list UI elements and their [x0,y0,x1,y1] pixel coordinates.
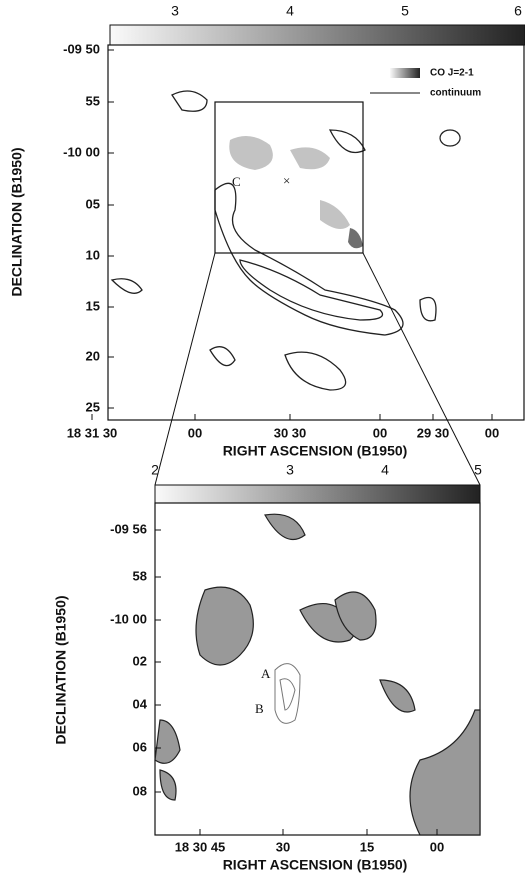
legend-label: continuum [430,88,481,99]
y-tick-label: 05 [86,196,100,211]
y-tick-label: 20 [86,348,100,363]
colorbar-tick-label: 3 [286,462,294,478]
plot-frame [154,502,481,836]
x-axis-title: RIGHT ASCENSION (B1950) [223,857,408,873]
y-tick-label: 58 [133,568,147,583]
contours [154,513,481,836]
y-tick-label: -09 56 [110,521,147,536]
panel-top-art [107,24,525,486]
colorbar-tick-label: 5 [401,3,409,19]
annotation: A [261,666,271,681]
x-tick-label: 29 30 [417,425,450,440]
y-tick-label: 02 [133,653,147,668]
legend-label: CO J=2-1 [430,68,474,79]
x-tick-label: 30 30 [274,425,307,440]
y-tick-label: 55 [86,93,100,108]
y-tick-label: 25 [86,399,100,414]
colorbar [109,24,525,46]
y-axis-title: DECLINATION (B1950) [9,147,25,296]
colorbar-tick-label: 4 [286,3,294,19]
annotation: C [232,174,241,189]
zoom-line [154,252,216,486]
plot-frame [107,44,525,421]
y-tick-label: -10 00 [63,144,100,159]
panel-bottom-art [154,484,481,836]
y-tick-label: 10 [86,247,100,262]
colorbar [154,484,481,504]
x-tick-label: 18 31 30 [67,425,118,440]
x-tick-label: 00 [373,425,387,440]
y-tick-label: 08 [133,783,147,798]
colorbar-tick-label: 4 [381,462,389,478]
y-tick-label: -09 50 [63,41,100,56]
y-tick-label: -10 00 [110,611,147,626]
x-tick-label: 30 [276,839,290,854]
colorbar-tick-label: 3 [171,3,179,19]
y-tick-label: 06 [133,739,147,754]
continuum-contours [274,663,301,724]
x-axis-title: RIGHT ASCENSION (B1950) [223,443,408,459]
x-tick-label: 00 [430,839,444,854]
y-tick-label: 04 [133,696,148,711]
x-tick-label: 15 [360,839,374,854]
y-axis-title: DECLINATION (B1950) [53,595,69,744]
co-emission [229,136,363,249]
colorbar-tick-label: 2 [151,462,159,478]
colorbar-tick-label: 5 [474,462,482,478]
x-tick-label: 18 30 45 [175,839,226,854]
x-tick-label: 00 [485,425,499,440]
colorbar-tick-label: 6 [514,3,522,19]
annotation: B [255,701,264,716]
legend-swatch [390,68,420,78]
contours [110,90,461,391]
x-tick-label: 00 [188,425,202,440]
zoom-line [362,252,481,486]
y-tick-label: 15 [86,298,100,313]
inset-box [214,101,364,254]
annotation: × [283,173,290,188]
